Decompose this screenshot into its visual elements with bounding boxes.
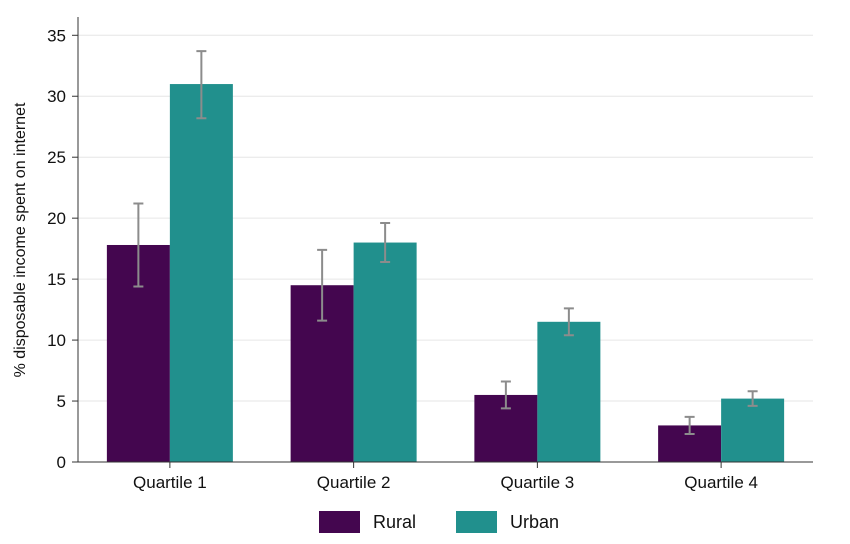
y-tick-label: 10 [47, 331, 66, 350]
x-tick-label: Quartile 1 [133, 473, 207, 492]
legend-label-rural: Rural [373, 512, 416, 532]
error-bar-rural-2 [317, 248, 328, 322]
x-tick-label: Quartile 2 [317, 473, 391, 492]
y-tick-label: 25 [47, 148, 66, 167]
x-tick-label: Quartile 3 [501, 473, 575, 492]
bar-urban-3 [537, 321, 601, 462]
bar-urban-2 [353, 242, 417, 462]
error-bar-urban-3 [563, 307, 574, 337]
y-tick-label: 5 [57, 392, 66, 411]
bar-urban-4 [721, 398, 785, 462]
y-axis-title: % disposable income spent on internet [12, 102, 29, 377]
error-bar-urban-4 [747, 390, 758, 407]
error-bar-rural-1 [133, 202, 144, 288]
error-bar-urban-2 [380, 222, 391, 264]
error-bars [133, 50, 758, 435]
x-tick-label: Quartile 4 [684, 473, 758, 492]
axes [72, 17, 813, 468]
legend: Rural Urban [319, 511, 559, 533]
legend-label-urban: Urban [510, 512, 559, 532]
bars [106, 84, 785, 462]
y-tick-label: 15 [47, 270, 66, 289]
x-tick-labels: Quartile 1 Quartile 2 Quartile 3 Quartile 4 [133, 473, 758, 492]
bar-urban-1 [169, 84, 233, 462]
y-tick-label: 35 [47, 26, 66, 45]
error-bar-rural-4 [684, 415, 695, 435]
error-bar-urban-1 [196, 50, 207, 120]
legend-swatch-rural [319, 511, 360, 533]
y-tick-labels: 0 5 10 15 20 25 30 35 [47, 26, 66, 472]
y-tick-label: 20 [47, 209, 66, 228]
error-bar-rural-3 [500, 380, 511, 410]
y-tick-label: 0 [57, 453, 66, 472]
legend-swatch-urban [456, 511, 497, 533]
y-tick-label: 30 [47, 87, 66, 106]
